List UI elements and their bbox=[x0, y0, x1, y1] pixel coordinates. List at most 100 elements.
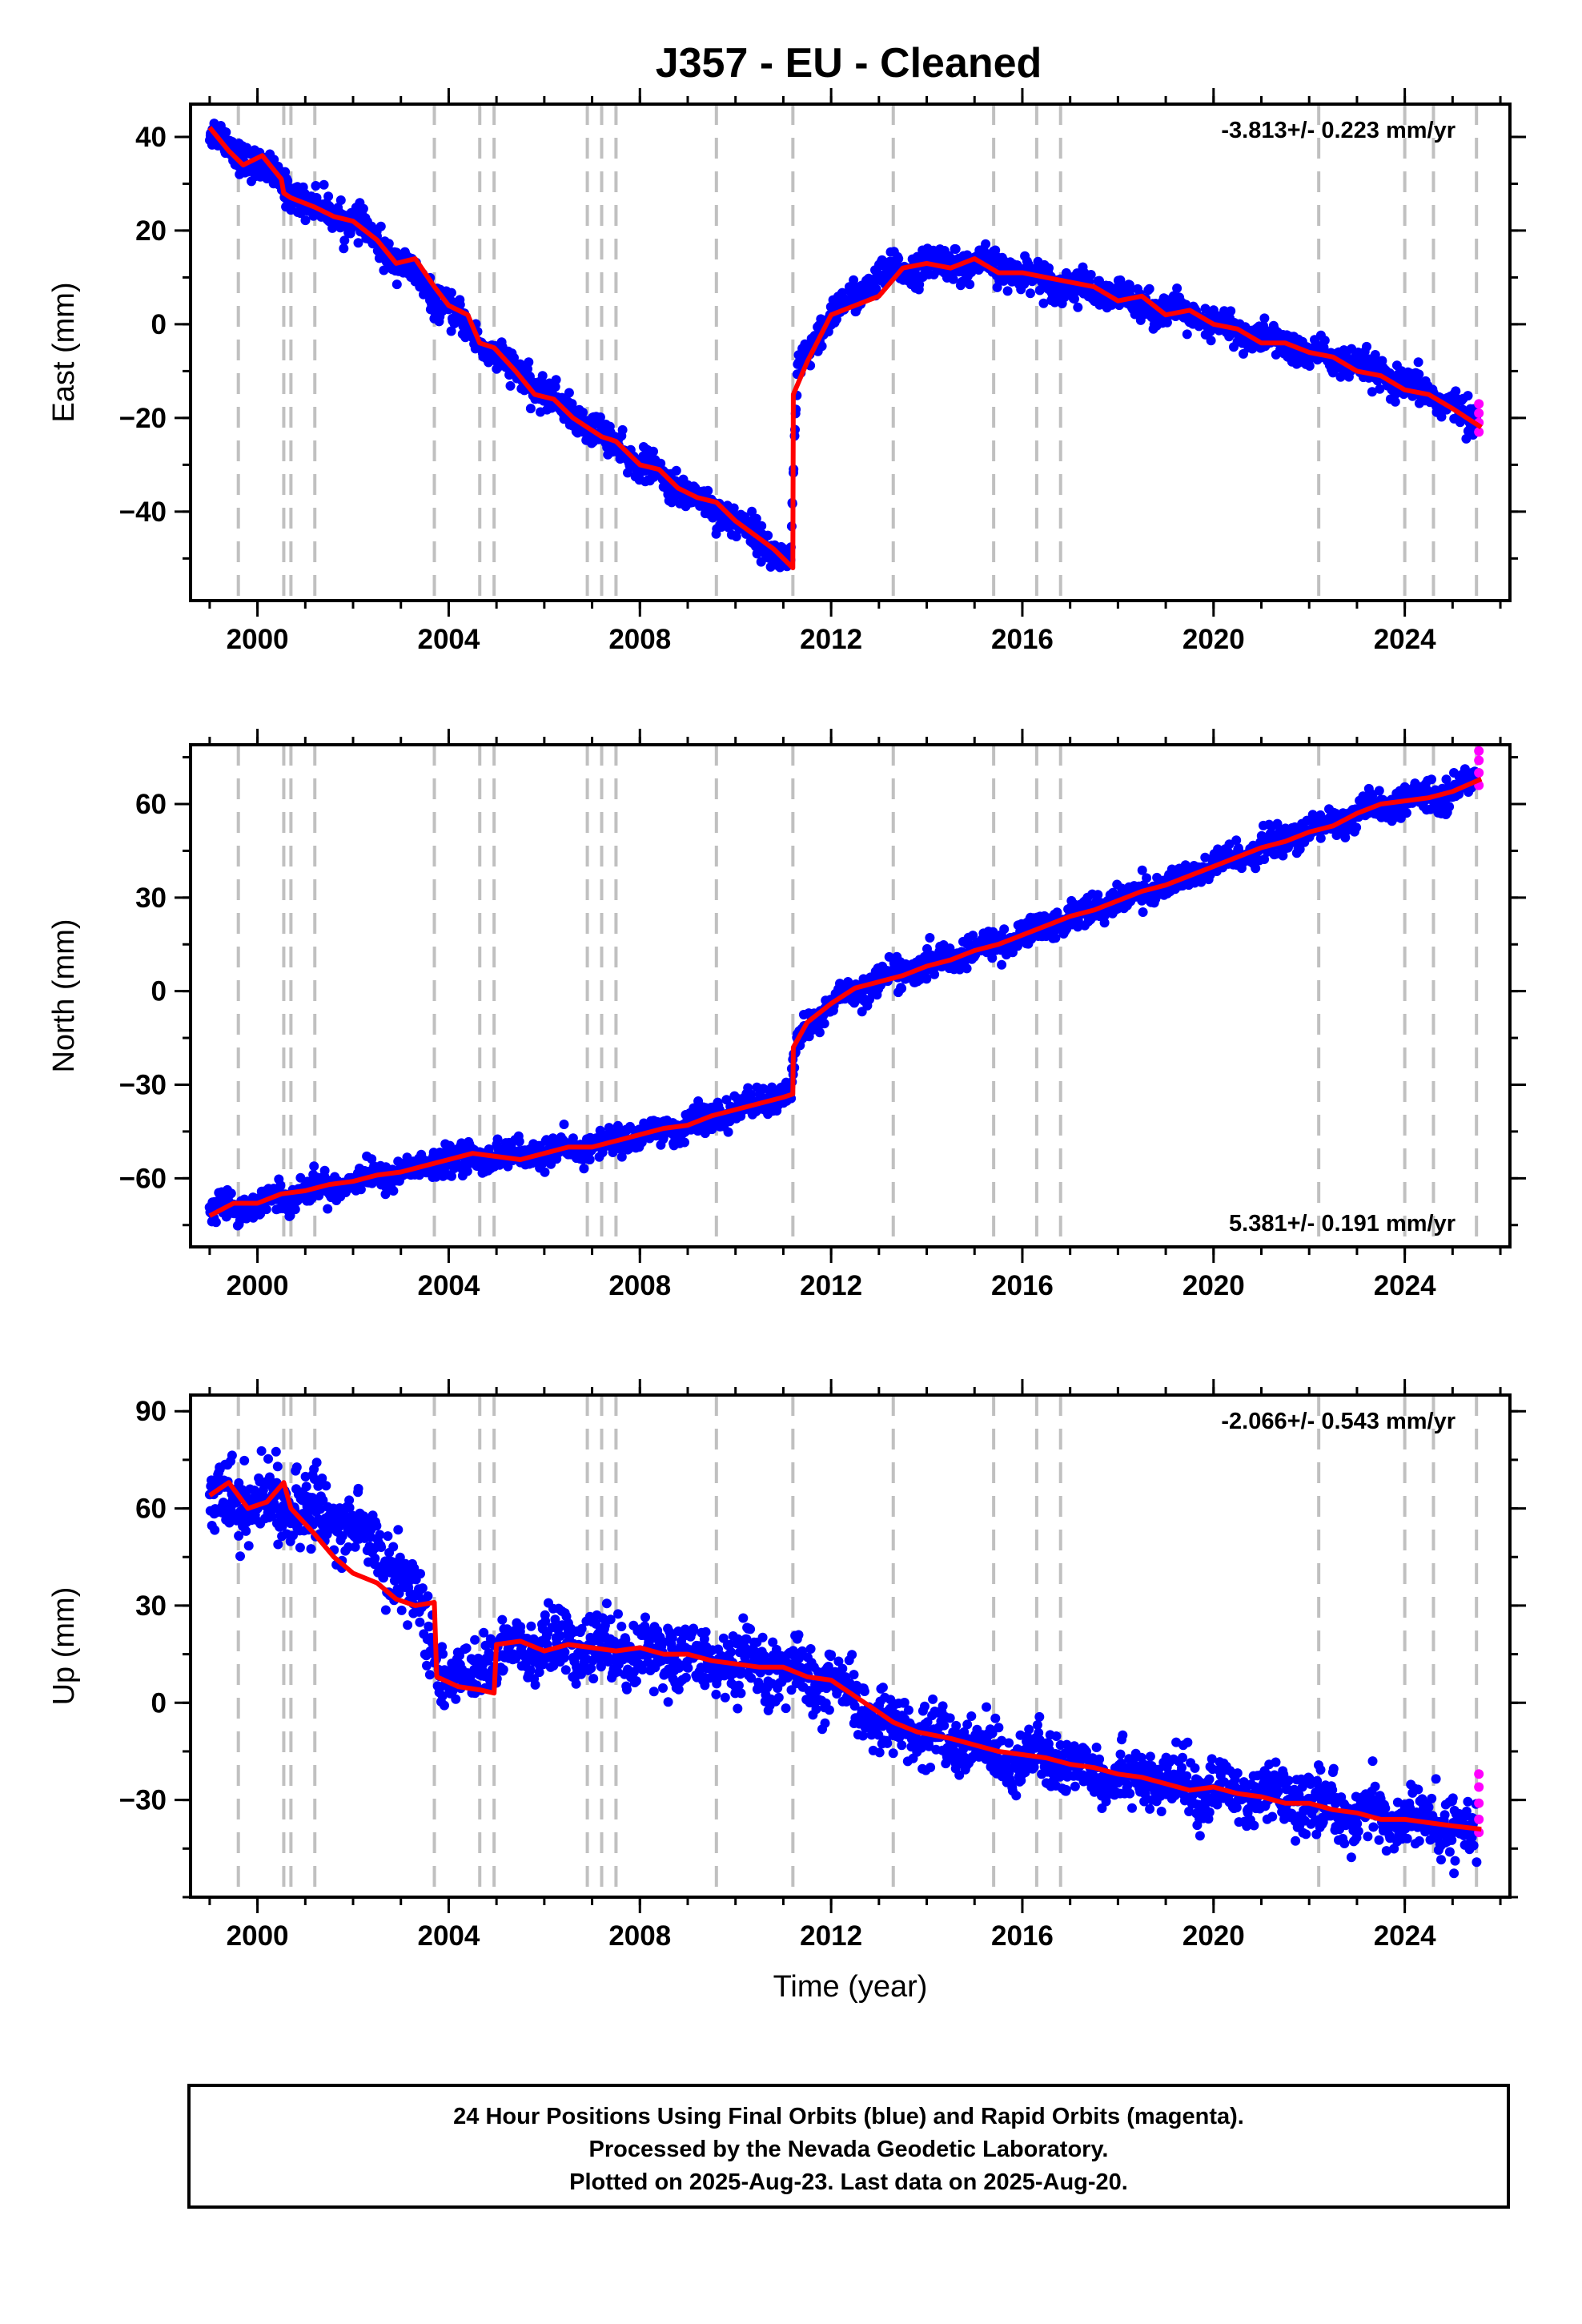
y-tick-label: −30 bbox=[119, 1069, 167, 1100]
final-orbit-point bbox=[550, 382, 560, 392]
final-orbit-point bbox=[1086, 270, 1096, 279]
final-orbit-point bbox=[1070, 294, 1079, 304]
final-orbit-point bbox=[731, 532, 741, 541]
final-orbit-point bbox=[256, 1445, 267, 1456]
final-orbit-point bbox=[339, 235, 350, 246]
final-orbit-point bbox=[391, 279, 402, 290]
final-orbit-point bbox=[849, 275, 859, 285]
final-orbit-point bbox=[291, 1462, 302, 1473]
final-orbit-point bbox=[914, 279, 925, 290]
final-orbit-point bbox=[819, 1019, 829, 1029]
final-orbit-point bbox=[567, 399, 577, 409]
final-orbit-point bbox=[814, 1027, 825, 1038]
final-orbit-point bbox=[300, 215, 311, 226]
final-orbit-point bbox=[537, 371, 548, 381]
final-orbit-point bbox=[1138, 907, 1148, 917]
final-orbit-point bbox=[1319, 336, 1330, 346]
final-orbit-point bbox=[1374, 786, 1384, 796]
y-tick-label: −60 bbox=[119, 1163, 167, 1194]
final-orbit-point bbox=[505, 380, 516, 391]
rapid-orbit-point bbox=[1474, 399, 1484, 409]
rapid-orbit-point bbox=[1474, 746, 1484, 756]
rapid-orbit-point bbox=[1474, 755, 1484, 766]
y-tick-label: 0 bbox=[151, 309, 167, 340]
final-orbit-point bbox=[227, 1450, 237, 1461]
final-orbit-point bbox=[226, 1188, 236, 1199]
final-orbit-point bbox=[358, 203, 368, 214]
final-orbit-point bbox=[446, 326, 456, 336]
final-orbit-point bbox=[323, 1204, 333, 1214]
final-orbit-point bbox=[703, 485, 713, 496]
y-tick-label: −40 bbox=[119, 497, 167, 528]
final-orbit-point bbox=[579, 1164, 589, 1174]
final-orbit-point bbox=[1427, 774, 1436, 785]
final-orbit-point bbox=[1444, 802, 1455, 812]
final-orbit-point bbox=[1401, 808, 1411, 818]
final-orbit-point bbox=[1362, 341, 1371, 352]
final-orbit-point bbox=[311, 181, 321, 191]
final-orbit-point bbox=[817, 341, 827, 352]
final-orbit-point bbox=[1226, 306, 1236, 316]
final-orbit-point bbox=[1304, 361, 1315, 371]
final-orbit-point bbox=[211, 1217, 221, 1228]
final-orbit-point bbox=[353, 1483, 363, 1494]
final-orbit-point bbox=[723, 1127, 733, 1137]
final-orbit-point bbox=[319, 179, 329, 190]
figure-title: J357 - EU - Cleaned bbox=[656, 40, 1042, 86]
final-orbit-point bbox=[617, 424, 628, 435]
final-orbit-point bbox=[981, 239, 991, 249]
final-orbit-point bbox=[514, 1136, 524, 1147]
final-orbit-point bbox=[1144, 283, 1154, 294]
final-orbit-point bbox=[1414, 369, 1424, 380]
final-orbit-point bbox=[1073, 302, 1083, 312]
final-orbit-point bbox=[446, 287, 456, 298]
y-tick-label: 60 bbox=[135, 789, 167, 820]
final-orbit-point bbox=[1315, 833, 1326, 843]
final-orbit-point bbox=[893, 254, 904, 263]
final-orbit-point bbox=[239, 1455, 250, 1466]
final-orbit-point bbox=[261, 1204, 271, 1215]
final-orbit-point bbox=[595, 412, 605, 422]
final-orbit-point bbox=[648, 446, 658, 456]
x-tick-label: 2008 bbox=[608, 624, 671, 655]
final-orbit-point bbox=[272, 1462, 283, 1472]
final-orbit-point bbox=[525, 404, 536, 414]
final-orbit-point bbox=[1413, 357, 1423, 368]
final-orbit-point bbox=[1463, 391, 1473, 401]
y-tick-label: 0 bbox=[151, 976, 167, 1007]
final-orbit-point bbox=[564, 388, 574, 398]
y-tick-label: 30 bbox=[135, 883, 167, 914]
final-orbit-point bbox=[1172, 283, 1182, 293]
x-tick-label: 2020 bbox=[1182, 1270, 1245, 1301]
final-orbit-point bbox=[962, 963, 972, 974]
x-tick-label: 2012 bbox=[800, 624, 862, 655]
x-tick-label: 2012 bbox=[800, 1270, 862, 1301]
final-orbit-point bbox=[1142, 873, 1152, 883]
x-tick-label: 2024 bbox=[1374, 1270, 1436, 1301]
final-orbit-point bbox=[965, 279, 975, 290]
final-orbit-point bbox=[306, 1544, 316, 1554]
final-orbit-point bbox=[243, 1541, 254, 1551]
final-orbit-point bbox=[353, 238, 363, 248]
y-tick-label: 40 bbox=[135, 122, 167, 153]
final-orbit-point bbox=[551, 375, 561, 385]
final-orbit-point bbox=[295, 1542, 305, 1553]
final-orbit-point bbox=[1182, 329, 1192, 340]
y-tick-label: −20 bbox=[119, 403, 167, 434]
final-orbit-point bbox=[757, 521, 767, 531]
final-orbit-point bbox=[584, 1155, 595, 1164]
final-orbit-point bbox=[524, 357, 534, 368]
final-orbit-point bbox=[763, 530, 773, 541]
final-orbit-point bbox=[559, 1120, 569, 1129]
final-orbit-point bbox=[729, 503, 739, 513]
final-orbit-point bbox=[321, 1481, 331, 1491]
final-orbit-point bbox=[383, 239, 394, 249]
y-tick-label: 20 bbox=[135, 215, 167, 247]
final-orbit-point bbox=[388, 1186, 399, 1196]
rapid-orbit-point bbox=[1474, 768, 1484, 778]
final-orbit-point bbox=[925, 933, 935, 943]
final-orbit-point bbox=[301, 1482, 311, 1492]
rate-label-north: 5.381+/- 0.191 mm/yr bbox=[1229, 1211, 1456, 1236]
final-orbit-point bbox=[1044, 263, 1054, 273]
final-orbit-point bbox=[273, 1539, 283, 1550]
